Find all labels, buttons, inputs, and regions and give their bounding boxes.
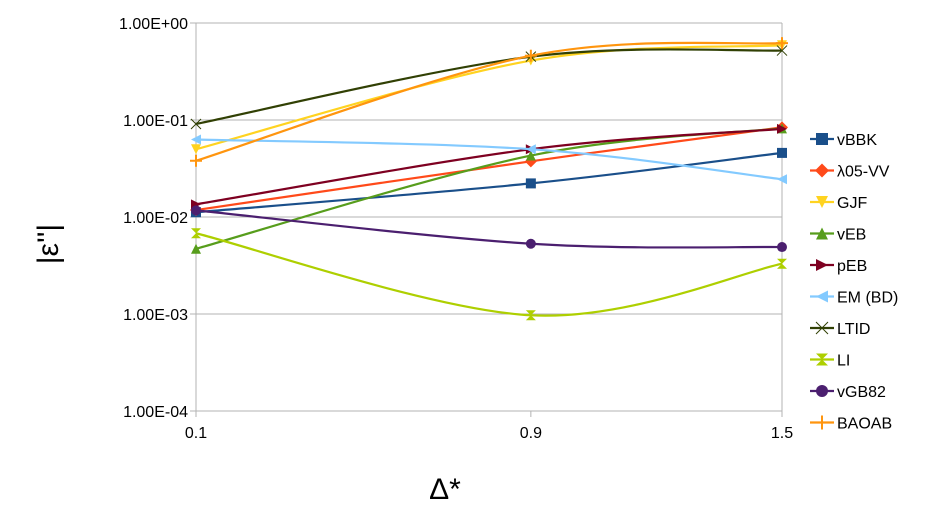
series-em-bd-: [191, 134, 787, 185]
data-point: [776, 37, 788, 50]
y-tick-label: 1.00E-02: [123, 210, 188, 227]
grid: [195, 22, 783, 412]
data-point: [190, 118, 202, 130]
legend-item: vEB: [810, 227, 866, 244]
data-point: [777, 242, 787, 253]
legend-item: LTID: [810, 321, 870, 338]
y-tick-label: 1.00E-03: [123, 307, 188, 324]
legend-label: vBBK: [837, 132, 877, 149]
data-point: [191, 144, 201, 155]
data-point: [776, 45, 788, 56]
data-point: [815, 415, 829, 430]
series-line: [195, 126, 783, 212]
legend-label: BAOAB: [837, 416, 892, 433]
data-point: [816, 353, 828, 366]
y-axis: 1.00E-04 1.00E-03 1.00E-02 1.00E-01 1.00E+00: [119, 16, 196, 421]
series-line: [195, 232, 783, 317]
series-line: [195, 48, 783, 126]
x-tick-label: 0.9: [520, 425, 542, 442]
legend-label: LI: [837, 353, 850, 370]
series-line: [195, 44, 783, 151]
legend-item: vBBK: [810, 132, 877, 149]
y-tick-label: 1.00E-04: [123, 404, 188, 421]
data-point: [525, 178, 536, 189]
legend-label: LTID: [837, 321, 870, 338]
data-point: [777, 123, 787, 134]
legend-label: vGB82: [837, 384, 886, 401]
data-point: [525, 238, 536, 249]
data-point: [191, 228, 201, 239]
data-point: [191, 243, 201, 254]
x-axis: 0.1 0.9 1.5: [185, 411, 793, 442]
data-point: [816, 259, 828, 271]
data-point: [816, 290, 828, 303]
y-tick-label: 1.00E+00: [119, 16, 188, 33]
series-line: [195, 41, 783, 162]
data-point: [777, 147, 787, 158]
data-point: [816, 227, 828, 240]
data-point: [525, 150, 536, 161]
legend-label: EM (BD): [837, 290, 898, 307]
series-line: [195, 138, 783, 181]
legend-item: EM (BD): [810, 290, 898, 307]
data-point: [191, 134, 201, 145]
legend-item: LI: [810, 353, 850, 370]
series-line: [195, 127, 783, 206]
data-point: [816, 196, 828, 208]
legend-item: vGB82: [810, 384, 886, 401]
data-point: [777, 174, 787, 185]
legend-label: λ05-VV: [837, 164, 890, 181]
legend: vBBK λ05-VV GJF vEB pEB EM (BD) LTID LI vGB82 BAO…: [810, 132, 898, 433]
legend-item: BAOAB: [810, 415, 892, 433]
data-point: [525, 144, 536, 155]
series-ltid: [190, 45, 788, 130]
data-point: [816, 385, 828, 397]
data-point: [191, 205, 201, 216]
legend-label: pEB: [837, 258, 867, 275]
plot-area: [190, 37, 788, 321]
x-tick-label: 1.5: [771, 425, 793, 442]
series-gjf: [191, 40, 787, 155]
data-point: [815, 163, 829, 178]
data-point: [190, 154, 202, 167]
x-tick-label: 0.1: [185, 425, 207, 442]
data-point: [524, 49, 537, 62]
legend-item: λ05-VV: [810, 163, 890, 181]
data-point: [816, 133, 828, 145]
data-point: [777, 258, 787, 269]
series-peb: [191, 123, 787, 210]
y-axis-title: |ε''|: [32, 224, 65, 264]
legend-label: vEB: [837, 227, 866, 244]
series-li: [191, 228, 787, 321]
legend-label: GJF: [837, 195, 867, 212]
series-vbbk: [191, 147, 787, 218]
legend-item: GJF: [810, 195, 867, 212]
legend-item: pEB: [810, 258, 867, 275]
series-baoab: [190, 37, 788, 167]
series-veb: [191, 123, 787, 254]
series-line: [195, 151, 783, 214]
y-tick-label: 1.00E-01: [123, 113, 188, 130]
data-point: [525, 310, 536, 321]
series-line: [195, 209, 783, 249]
data-point: [815, 321, 829, 335]
series-vgb82: [191, 205, 787, 253]
x-axis-title: Δ*: [429, 473, 461, 506]
